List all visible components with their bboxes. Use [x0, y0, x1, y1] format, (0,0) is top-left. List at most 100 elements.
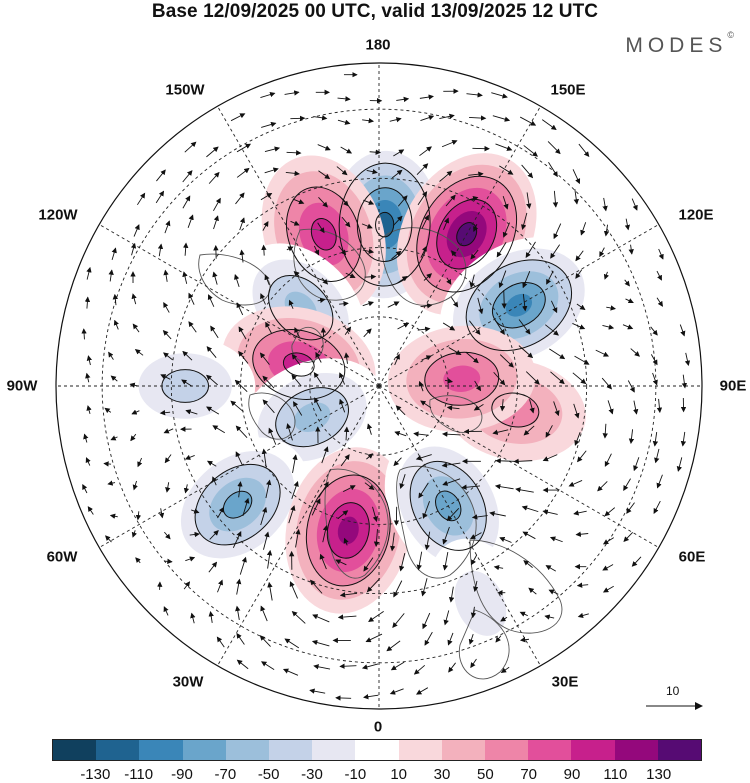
wind-arrow — [309, 688, 326, 694]
wind-arrow — [293, 271, 300, 277]
wind-arrow — [206, 146, 219, 158]
wind-arrow — [470, 606, 477, 619]
wind-arrow — [622, 324, 634, 330]
wind-arrow — [164, 454, 172, 464]
wind-arrow — [130, 242, 137, 256]
wind-arrow — [420, 303, 433, 309]
wind-arrow — [317, 144, 331, 151]
wind-arrow — [628, 429, 635, 445]
wind-arrow — [369, 149, 381, 155]
wind-arrow — [680, 431, 687, 447]
wind-arrow — [603, 271, 609, 280]
wind-arrow — [236, 659, 249, 670]
wind-arrow — [519, 611, 528, 617]
wind-arrow — [85, 372, 91, 383]
wind-arrow — [633, 400, 639, 415]
wind-arrow — [260, 91, 276, 98]
wind-arrow — [397, 195, 408, 207]
wind-arrow — [389, 532, 396, 552]
wind-arrow — [515, 487, 534, 493]
wind-arrow — [626, 502, 635, 514]
wind-arrow — [313, 664, 331, 670]
colorbar-tick-label: 90 — [563, 766, 581, 783]
wind-arrow — [268, 427, 277, 445]
wind-arrow — [424, 531, 431, 551]
wind-arrow — [546, 270, 554, 285]
wind-arrow — [103, 461, 112, 467]
wind-arrow — [164, 220, 171, 234]
wind-arrow — [182, 271, 188, 284]
wind-arrow — [372, 506, 378, 522]
wind-arrow — [624, 218, 631, 231]
wind-arrow — [494, 318, 505, 335]
wind-arrow — [575, 269, 583, 279]
wind-arrow — [416, 551, 423, 571]
wind-arrow — [421, 355, 432, 361]
wind-arrow — [502, 195, 509, 210]
wind-arrow — [576, 303, 586, 310]
wind-arrow — [399, 552, 406, 572]
colorbar-tick-label: -130 — [80, 766, 111, 783]
wind-arrow — [395, 405, 406, 416]
wind-arrow — [309, 579, 323, 594]
wind-arrow — [526, 192, 532, 210]
wind-arrow — [545, 425, 553, 438]
wind-arrow — [423, 273, 433, 281]
latitude-circle — [309, 316, 449, 456]
wind-arrow — [656, 474, 663, 489]
wind-arrow — [548, 162, 558, 178]
wind-arrow — [206, 346, 217, 359]
wind-arrow — [442, 322, 456, 331]
wind-arrow — [418, 482, 429, 499]
wind-arrow — [110, 375, 118, 382]
wind-arrow — [602, 585, 614, 593]
wind-arrow — [522, 293, 528, 312]
wind-arrow — [236, 167, 250, 178]
colorbar — [52, 739, 702, 761]
wind-arrow — [604, 453, 612, 467]
wind-arrow — [420, 115, 435, 121]
wind-arrow — [445, 194, 456, 207]
wind-arrow — [572, 169, 581, 185]
wind-arrow — [469, 274, 475, 289]
wind-arrow — [137, 457, 143, 468]
wind-arrow — [549, 536, 563, 543]
wind-arrow — [284, 90, 300, 96]
wind-arrow — [230, 113, 246, 122]
wind-arrow — [290, 115, 306, 122]
wind-arrow — [107, 480, 116, 486]
wind-arrow — [311, 498, 321, 516]
wind-arrow — [165, 482, 171, 493]
lon-label-30w: 30W — [172, 673, 204, 691]
wind-arrow — [236, 143, 252, 153]
wind-arrow — [446, 405, 460, 411]
wind-arrow — [553, 401, 560, 417]
wind-arrow — [523, 425, 535, 436]
wind-arrow — [337, 510, 349, 519]
wind-arrow — [237, 481, 243, 498]
wind-arrow — [136, 192, 146, 206]
wind-arrow — [363, 694, 379, 700]
wind-arrow — [495, 143, 513, 151]
wind-arrow — [602, 564, 614, 571]
wind-arrow — [317, 222, 325, 234]
wind-arrow — [260, 192, 273, 201]
wind-arrow — [631, 198, 638, 211]
wind-arrow — [262, 375, 275, 389]
wind-arrow — [292, 198, 305, 205]
wind-arrow — [242, 497, 250, 517]
wind-arrow — [156, 169, 166, 182]
anomaly-siberia-low — [439, 237, 598, 374]
wind-arrow — [86, 266, 92, 280]
wind-arrow — [157, 243, 164, 257]
wind-arrow — [288, 299, 294, 309]
wind-arrow — [473, 404, 484, 411]
wind-arrow — [236, 302, 244, 316]
wind-arrow — [525, 241, 536, 259]
wind-arrow — [513, 458, 533, 465]
wind-arrow — [499, 399, 506, 412]
wind-arrow — [364, 274, 377, 280]
wind-arrow — [443, 217, 450, 230]
wind-arrow — [209, 530, 219, 540]
wind-arrow — [322, 525, 329, 543]
